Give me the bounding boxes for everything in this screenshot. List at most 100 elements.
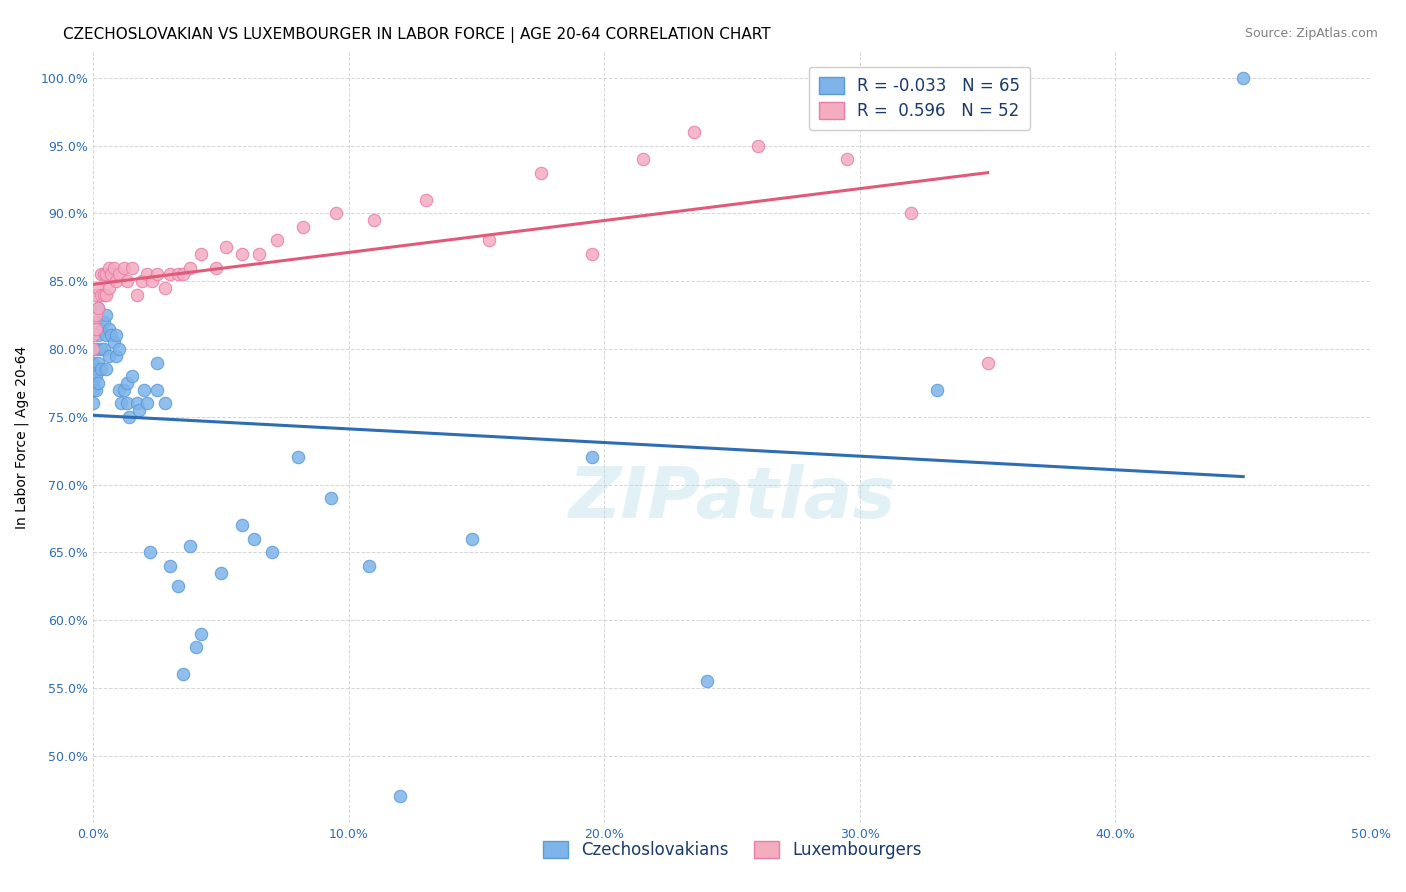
Point <box>136 268 159 282</box>
Point <box>108 383 131 397</box>
Point <box>94 308 117 322</box>
Point <box>87 328 110 343</box>
Point <box>529 166 551 180</box>
Point <box>631 152 654 166</box>
Point <box>115 274 138 288</box>
Point <box>478 234 501 248</box>
Point <box>108 268 131 282</box>
Point <box>87 376 110 390</box>
Point <box>388 789 411 804</box>
Point <box>262 545 284 559</box>
Point <box>747 138 769 153</box>
Point <box>112 260 135 275</box>
Point <box>696 674 718 689</box>
Point <box>146 268 169 282</box>
Point <box>105 328 128 343</box>
Point <box>172 268 194 282</box>
Point <box>209 566 232 580</box>
Point <box>94 362 117 376</box>
Point <box>190 247 212 261</box>
Point <box>460 532 482 546</box>
Point <box>243 532 266 546</box>
Point <box>105 349 128 363</box>
Point <box>159 558 181 573</box>
Point <box>128 403 150 417</box>
Point <box>105 274 128 288</box>
Legend: R = -0.033   N = 65, R =  0.596   N = 52: R = -0.033 N = 65, R = 0.596 N = 52 <box>808 67 1031 129</box>
Point <box>179 260 201 275</box>
Point <box>90 342 112 356</box>
Point <box>93 287 115 301</box>
Point <box>134 383 156 397</box>
Point <box>94 268 117 282</box>
Point <box>837 152 859 166</box>
Point <box>87 355 110 369</box>
Point <box>125 287 148 301</box>
Point <box>82 376 104 390</box>
Point <box>90 287 112 301</box>
Point <box>100 328 122 343</box>
Point <box>82 342 104 356</box>
Point <box>159 268 181 282</box>
Point <box>87 301 110 316</box>
Point <box>131 274 153 288</box>
Point <box>93 268 115 282</box>
Point <box>249 247 271 261</box>
Y-axis label: In Labor Force | Age 20-64: In Labor Force | Age 20-64 <box>15 345 30 529</box>
Point <box>118 409 141 424</box>
Point <box>108 342 131 356</box>
Point <box>231 518 253 533</box>
Point <box>97 281 120 295</box>
Point <box>82 396 104 410</box>
Point <box>90 268 112 282</box>
Point <box>291 219 314 234</box>
Point <box>84 362 107 376</box>
Point <box>153 396 176 410</box>
Point <box>87 281 110 295</box>
Point <box>84 342 107 356</box>
Point <box>415 193 437 207</box>
Point <box>97 321 120 335</box>
Point <box>82 383 104 397</box>
Point <box>146 383 169 397</box>
Point <box>581 247 603 261</box>
Point <box>172 667 194 681</box>
Point <box>146 355 169 369</box>
Point <box>231 247 253 261</box>
Point <box>325 206 347 220</box>
Point <box>100 268 122 282</box>
Point <box>359 558 381 573</box>
Point <box>84 321 107 335</box>
Point <box>82 315 104 329</box>
Point <box>363 213 385 227</box>
Point <box>112 383 135 397</box>
Point <box>205 260 228 275</box>
Text: Source: ZipAtlas.com: Source: ZipAtlas.com <box>1244 27 1378 40</box>
Point <box>90 362 112 376</box>
Point <box>215 240 238 254</box>
Point <box>184 640 207 655</box>
Point <box>103 260 125 275</box>
Point <box>138 545 160 559</box>
Point <box>125 396 148 410</box>
Point <box>581 450 603 465</box>
Point <box>115 376 138 390</box>
Point <box>84 287 107 301</box>
Point <box>136 396 159 410</box>
Point <box>97 349 120 363</box>
Point <box>287 450 309 465</box>
Point <box>141 274 163 288</box>
Point <box>97 260 120 275</box>
Point <box>115 396 138 410</box>
Point <box>166 268 188 282</box>
Point <box>82 362 104 376</box>
Point <box>84 369 107 384</box>
Point <box>82 369 104 384</box>
Point <box>166 579 188 593</box>
Point <box>87 301 110 316</box>
Point <box>82 355 104 369</box>
Point <box>121 369 143 384</box>
Text: CZECHOSLOVAKIAN VS LUXEMBOURGER IN LABOR FORCE | AGE 20-64 CORRELATION CHART: CZECHOSLOVAKIAN VS LUXEMBOURGER IN LABOR… <box>63 27 770 43</box>
Point <box>84 315 107 329</box>
Point <box>682 125 704 139</box>
